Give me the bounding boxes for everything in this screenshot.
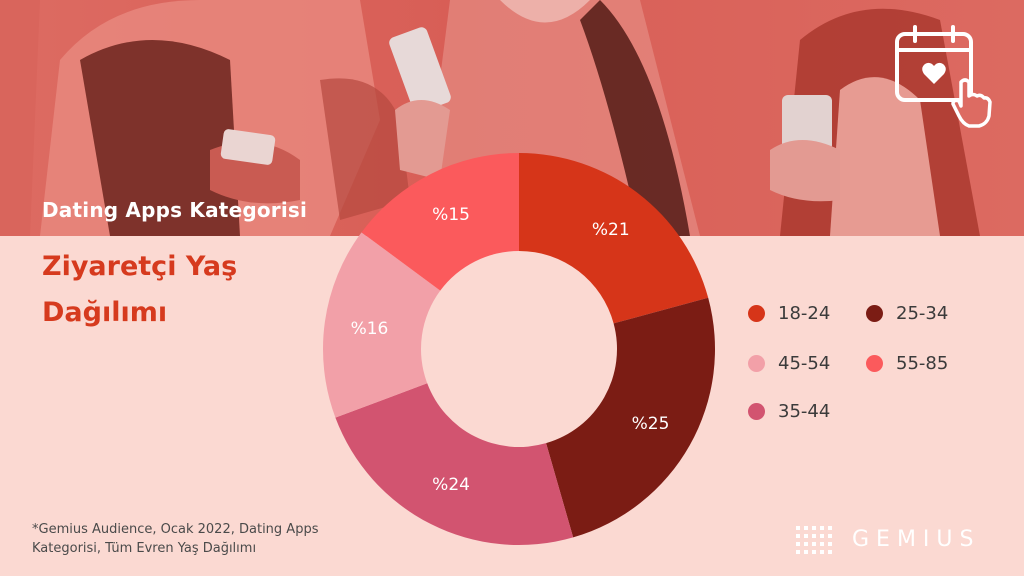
legend-swatch bbox=[748, 354, 765, 372]
legend-swatch bbox=[748, 304, 765, 322]
chart-title: Ziyaretçi Yaş Dağılımı bbox=[42, 251, 238, 328]
donut-slice-18-24 bbox=[519, 153, 709, 324]
legend-swatch bbox=[866, 304, 883, 322]
legend-label: 55-85 bbox=[896, 352, 949, 374]
gemius-wordmark: GEMIUS bbox=[852, 526, 981, 552]
legend-item-25-34: 25-34 bbox=[866, 298, 948, 328]
slice-label-25-34: %25 bbox=[632, 414, 670, 434]
slice-label-18-24: %21 bbox=[592, 220, 630, 240]
chart-legend: 18-24 25-34 45-54 55-85 35-44 bbox=[748, 298, 988, 438]
donut-slice-55-85 bbox=[361, 153, 519, 291]
category-subtitle: Dating Apps Kategorisi bbox=[42, 198, 308, 222]
slice-label-45-54: %16 bbox=[351, 319, 389, 339]
donut-slice-35-44 bbox=[335, 383, 574, 545]
donut-slice-25-34 bbox=[546, 297, 715, 538]
legend-item-18-24: 18-24 bbox=[748, 298, 830, 328]
gemius-logo: GEMIUS bbox=[796, 524, 981, 554]
source-footnote: *Gemius Audience, Ocak 2022, Dating Apps… bbox=[32, 522, 319, 556]
calendar-heart-tap-icon bbox=[895, 25, 992, 128]
legend-label: 45-54 bbox=[778, 352, 831, 374]
legend-label: 25-34 bbox=[896, 302, 949, 324]
legend-swatch bbox=[748, 402, 765, 420]
legend-item-45-54: 45-54 bbox=[748, 348, 830, 378]
legend-label: 18-24 bbox=[778, 302, 831, 324]
gemius-dots-icon bbox=[796, 526, 832, 554]
legend-label: 35-44 bbox=[778, 400, 831, 422]
slice-label-55-85: %15 bbox=[432, 205, 470, 225]
donut-slice-45-54 bbox=[323, 232, 441, 418]
legend-item-55-85: 55-85 bbox=[866, 348, 948, 378]
slice-label-35-44: %24 bbox=[432, 475, 470, 495]
legend-swatch bbox=[866, 354, 883, 372]
legend-item-35-44: 35-44 bbox=[748, 396, 830, 426]
